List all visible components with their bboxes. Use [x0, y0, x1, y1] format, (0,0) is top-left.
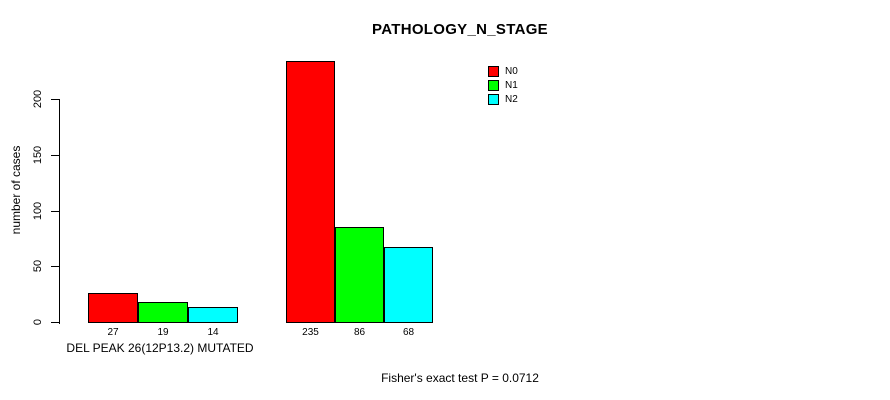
- legend-item-N0: N0: [488, 64, 518, 78]
- bar-value-label: 19: [157, 327, 169, 338]
- y-axis-tick-label: 0: [32, 318, 44, 326]
- legend-label: N0: [505, 65, 518, 77]
- legend-swatch-N0: [488, 65, 499, 77]
- fisher-test-annotation: Fisher's exact test P = 0.0712: [381, 371, 539, 385]
- y-axis-tick: [51, 211, 59, 212]
- y-axis-tick: [51, 266, 59, 267]
- bar-N1-group2: [335, 227, 384, 323]
- legend-swatch-N1: [488, 79, 499, 91]
- y-axis-tick-label: 50: [32, 259, 44, 273]
- group-label-mutated: DEL PEAK 26(12P13.2) MUTATED: [66, 341, 254, 355]
- bar-N1-group1: [138, 302, 188, 323]
- y-axis-tick-label: 150: [32, 145, 44, 165]
- bar-N2-group2: [384, 247, 433, 323]
- bar-value-label: 235: [302, 327, 319, 338]
- y-axis-line: [59, 99, 60, 324]
- bar-value-label: 86: [353, 327, 366, 338]
- bar-value-label: 14: [207, 327, 219, 338]
- chart-title: PATHOLOGY_N_STAGE: [372, 21, 548, 38]
- bar-N0-group1: [88, 293, 138, 323]
- bar-value-label: 68: [402, 327, 415, 338]
- y-axis-tick-label: 200: [32, 89, 44, 109]
- y-axis-tick: [51, 99, 59, 100]
- legend-label: N1: [505, 79, 518, 91]
- legend-label: N2: [505, 93, 518, 105]
- bar-value-label: 27: [107, 327, 119, 338]
- y-axis-label: number of cases: [9, 145, 23, 235]
- y-axis-tick: [51, 155, 59, 156]
- legend-item-N2: N2: [488, 92, 518, 106]
- legend-item-N1: N1: [488, 78, 518, 92]
- y-axis-tick-label: 100: [32, 201, 44, 221]
- bar-N2-group1: [188, 307, 238, 323]
- legend-swatch-N2: [488, 93, 499, 105]
- bar-N0-group2: [286, 61, 335, 323]
- y-axis-tick: [51, 322, 59, 323]
- legend: N0 N1 N2: [488, 64, 518, 106]
